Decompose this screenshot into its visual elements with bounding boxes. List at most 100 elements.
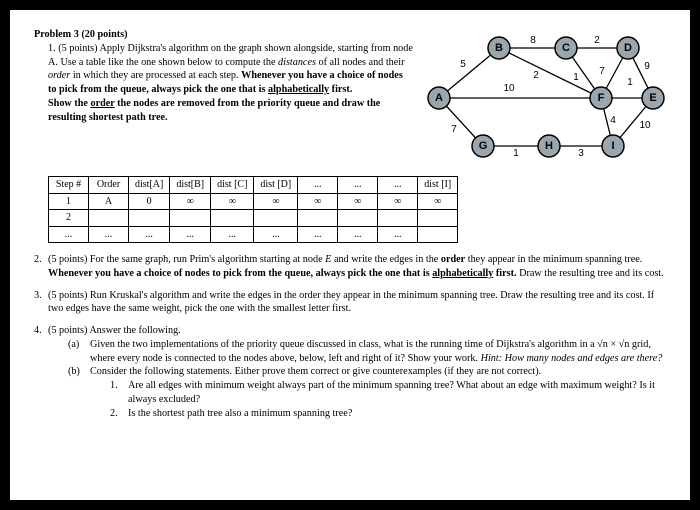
q4b2-num: 2. (110, 407, 128, 421)
graph-node-label: A (435, 92, 443, 104)
table-cell: 0 (129, 193, 170, 210)
q4b: (b) Consider the following statements. E… (68, 365, 666, 420)
q2-order: order (441, 254, 465, 265)
table-cell: ∞ (298, 193, 338, 210)
graph-node-label: D (624, 42, 632, 54)
q1-body-b: of all nodes and their (316, 57, 405, 68)
q4a: (a) Given the two implementations of the… (68, 338, 666, 366)
q4b-body: Consider the following statements. Eithe… (90, 365, 666, 420)
table-header-cell: ... (378, 177, 418, 194)
q4b-text: Consider the following statements. Eithe… (90, 366, 541, 377)
q2-tail: Draw the resulting tree and its cost. (517, 268, 664, 279)
table-header-cell: dist [D] (254, 177, 298, 194)
q2-a: For the same graph, run Prim's algorithm… (90, 254, 325, 265)
table-cell: 2 (49, 210, 89, 227)
edge-weight: 10 (639, 120, 651, 131)
document-page: Problem 3 (20 points) 1. (5 points) Appl… (10, 10, 690, 500)
q4-points: (5 points) (48, 325, 87, 336)
table-cell (211, 210, 254, 227)
q1-show-order: order (90, 98, 114, 109)
table-header-cell: Order (89, 177, 129, 194)
edge-weight: 1 (573, 72, 579, 83)
q2-c: they appear in the minimum spanning tree… (465, 254, 642, 265)
table-header-cell: dist[A] (129, 177, 170, 194)
q1-first: first. (329, 84, 352, 95)
edge-weight: 1 (513, 148, 519, 159)
table-cell (254, 210, 298, 227)
table-cell: ... (298, 226, 338, 243)
q4-block: 4. (5 points) Answer the following. (a) … (34, 324, 666, 420)
q1-num: 1. (48, 43, 56, 54)
graph-svg: 5107822197110413ABCDEFGHI (421, 28, 666, 168)
edge-weight: 9 (644, 61, 650, 72)
table-row: 2 (49, 210, 458, 227)
q4b-letter: (b) (68, 365, 90, 420)
table-cell: ∞ (338, 193, 378, 210)
table-header-cell: Step # (49, 177, 89, 194)
q1-order: order (48, 70, 70, 81)
table-cell (418, 226, 458, 243)
q4b1: 1. Are all edges with minimum weight alw… (110, 379, 666, 407)
q1-alpha: alphabetically (268, 84, 329, 95)
table-cell (129, 210, 170, 227)
graph-node-label: B (495, 42, 503, 54)
table-cell: ∞ (378, 193, 418, 210)
edge-weight: 5 (460, 59, 466, 70)
table-cell: 1 (49, 193, 89, 210)
edge-weight: 8 (530, 35, 536, 46)
dijkstra-table: Step #Orderdist[A]dist[B]dist [C]dist [D… (48, 176, 458, 243)
table-cell (170, 210, 211, 227)
table-cell: ∞ (418, 193, 458, 210)
table-header-cell: ... (338, 177, 378, 194)
graph-node-label: I (611, 140, 614, 152)
table-cell: ... (170, 226, 211, 243)
table-cell (338, 210, 378, 227)
table-cell: ... (211, 226, 254, 243)
q1-block: 1. (5 points) Apply Dijkstra's algorithm… (48, 42, 413, 125)
q3-body: (5 points) Run Kruskal's algorithm and w… (48, 289, 666, 317)
table-header-cell: dist [I] (418, 177, 458, 194)
table-cell (89, 210, 129, 227)
table-cell: ... (338, 226, 378, 243)
table-cell: ... (89, 226, 129, 243)
q2-body: (5 points) For the same graph, run Prim'… (48, 253, 666, 281)
edge-weight: 4 (610, 115, 616, 126)
edge-weight: 2 (594, 35, 600, 46)
table-cell: ... (378, 226, 418, 243)
table-row: 1A0∞∞∞∞∞∞∞ (49, 193, 458, 210)
table-cell (298, 210, 338, 227)
table-cell: ... (49, 226, 89, 243)
q3-num: 3. (34, 289, 48, 317)
table-cell: ... (129, 226, 170, 243)
edge-weight: 3 (578, 148, 584, 159)
table-cell: ∞ (170, 193, 211, 210)
graph-node-label: H (545, 140, 553, 152)
q4-num: 4. (34, 324, 48, 420)
q1-distances: distances (278, 57, 316, 68)
table-cell (418, 210, 458, 227)
graph-figure: 5107822197110413ABCDEFGHI (421, 28, 666, 168)
graph-node-label: G (479, 140, 488, 152)
edge-weight: 7 (599, 66, 605, 77)
table-body: 1A0∞∞∞∞∞∞∞2........................... (49, 193, 458, 243)
q1-body-c: in which they are processed at each step… (70, 70, 241, 81)
q1-points: (5 points) (58, 43, 97, 54)
graph-node-label: F (598, 92, 605, 104)
edge-weight: 7 (451, 124, 457, 135)
table-cell: A (89, 193, 129, 210)
table-header-cell: ... (298, 177, 338, 194)
q2-block: 2. (5 points) For the same graph, run Pr… (34, 253, 666, 281)
q4b1-body: Are all edges with minimum weight always… (128, 379, 666, 407)
q3-points: (5 points) (48, 290, 87, 301)
table-cell: ... (254, 226, 298, 243)
table-cell: ∞ (211, 193, 254, 210)
table-cell (378, 210, 418, 227)
q4a-body: Given the two implementations of the pri… (90, 338, 666, 366)
q2-num: 2. (34, 253, 48, 281)
q4b2-body: Is the shortest path tree also a minimum… (128, 407, 352, 421)
table-header-row: Step #Orderdist[A]dist[B]dist [C]dist [D… (49, 177, 458, 194)
q2-first: first. (493, 268, 516, 279)
table-header-cell: dist [C] (211, 177, 254, 194)
q2-alpha: alphabetically (432, 268, 493, 279)
table-row: ........................... (49, 226, 458, 243)
